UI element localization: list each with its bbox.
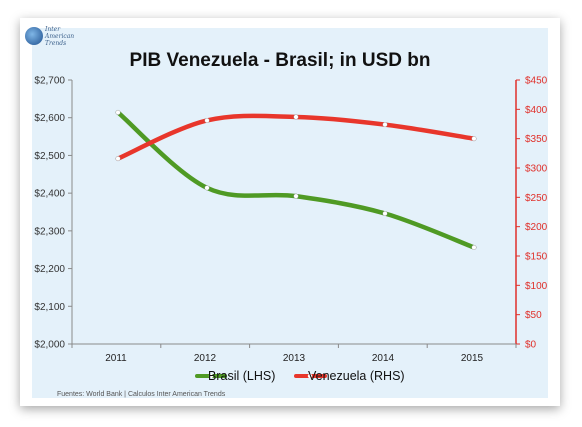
data-point-venezuela xyxy=(382,122,388,128)
x-tick-label: 2013 xyxy=(283,353,306,364)
legend-item-venezuela: Venezuela (RHS) xyxy=(294,369,405,383)
x-tick-label: 2015 xyxy=(461,353,484,364)
data-point-venezuela xyxy=(204,117,210,123)
left-tick-label: $2,400 xyxy=(34,189,65,200)
legend-label-brasil: Brasil (LHS) xyxy=(208,369,275,383)
left-tick-label: $2,700 xyxy=(34,76,65,87)
left-tick-label: $2,200 xyxy=(34,264,65,275)
right-tick-label: $300 xyxy=(525,164,548,175)
legend-marker-brasil xyxy=(208,373,214,379)
globe-icon xyxy=(25,27,43,45)
right-y-ticks: $0 $50 $100 $150 $200 $250 $300 $350 $400 $450 xyxy=(516,76,548,351)
right-tick-label: $250 xyxy=(525,193,548,204)
left-tick-label: $2,600 xyxy=(34,113,65,124)
data-point-venezuela xyxy=(471,136,477,142)
inter-american-trends-logo: Inter American Trends xyxy=(25,25,95,51)
logo-line-2: American xyxy=(45,33,75,40)
right-tick-label: $400 xyxy=(525,105,548,116)
series-lines xyxy=(115,109,477,250)
left-tick-label: $2,500 xyxy=(34,151,65,162)
right-tick-label: $150 xyxy=(525,252,548,263)
left-tick-label: $2,100 xyxy=(34,302,65,313)
right-tick-label: $100 xyxy=(525,281,548,292)
right-tick-label: $50 xyxy=(525,310,542,321)
legend-label-venezuela: Venezuela (RHS) xyxy=(308,369,405,383)
x-tick-label: 2011 xyxy=(105,353,127,364)
right-tick-label: $450 xyxy=(525,76,548,87)
series-line-venezuela xyxy=(115,113,477,161)
legend-item-brasil: Brasil (LHS) xyxy=(195,369,275,383)
left-y-ticks: $2,000 $2,100 $2,200 $2,300 $2,400 $2,500 $2,6… xyxy=(34,76,72,351)
legend-marker-venezuela xyxy=(307,373,313,379)
logo-line-1: Inter xyxy=(45,26,61,33)
data-point-brasil xyxy=(293,193,299,199)
data-point-brasil xyxy=(204,185,210,191)
data-point-brasil xyxy=(115,109,121,115)
left-tick-label: $2,300 xyxy=(34,226,65,237)
logo-line-3: Trends xyxy=(45,40,67,47)
x-tick-label: 2012 xyxy=(194,353,217,364)
logo-text: Inter American Trends xyxy=(45,26,95,47)
data-point-venezuela xyxy=(115,156,121,162)
data-point-brasil xyxy=(382,211,388,217)
legend: Brasil (LHS) Venezuela (RHS) xyxy=(195,369,405,383)
chart-title: PIB Venezuela - Brasil; in USD bn xyxy=(130,50,431,71)
data-point-venezuela xyxy=(293,114,299,120)
left-tick-label: $2,000 xyxy=(34,340,65,351)
x-ticks: 2011 2012 2013 2014 2015 xyxy=(71,344,517,364)
data-point-brasil xyxy=(471,244,477,250)
right-tick-label: $0 xyxy=(525,340,537,351)
right-tick-label: $200 xyxy=(525,222,548,233)
chart-card xyxy=(20,18,560,406)
x-tick-label: 2014 xyxy=(372,353,395,364)
right-tick-label: $350 xyxy=(525,134,548,145)
chart-background xyxy=(32,28,548,398)
source-note: Fuentes: World Bank | Calculos Inter Ame… xyxy=(57,391,226,398)
